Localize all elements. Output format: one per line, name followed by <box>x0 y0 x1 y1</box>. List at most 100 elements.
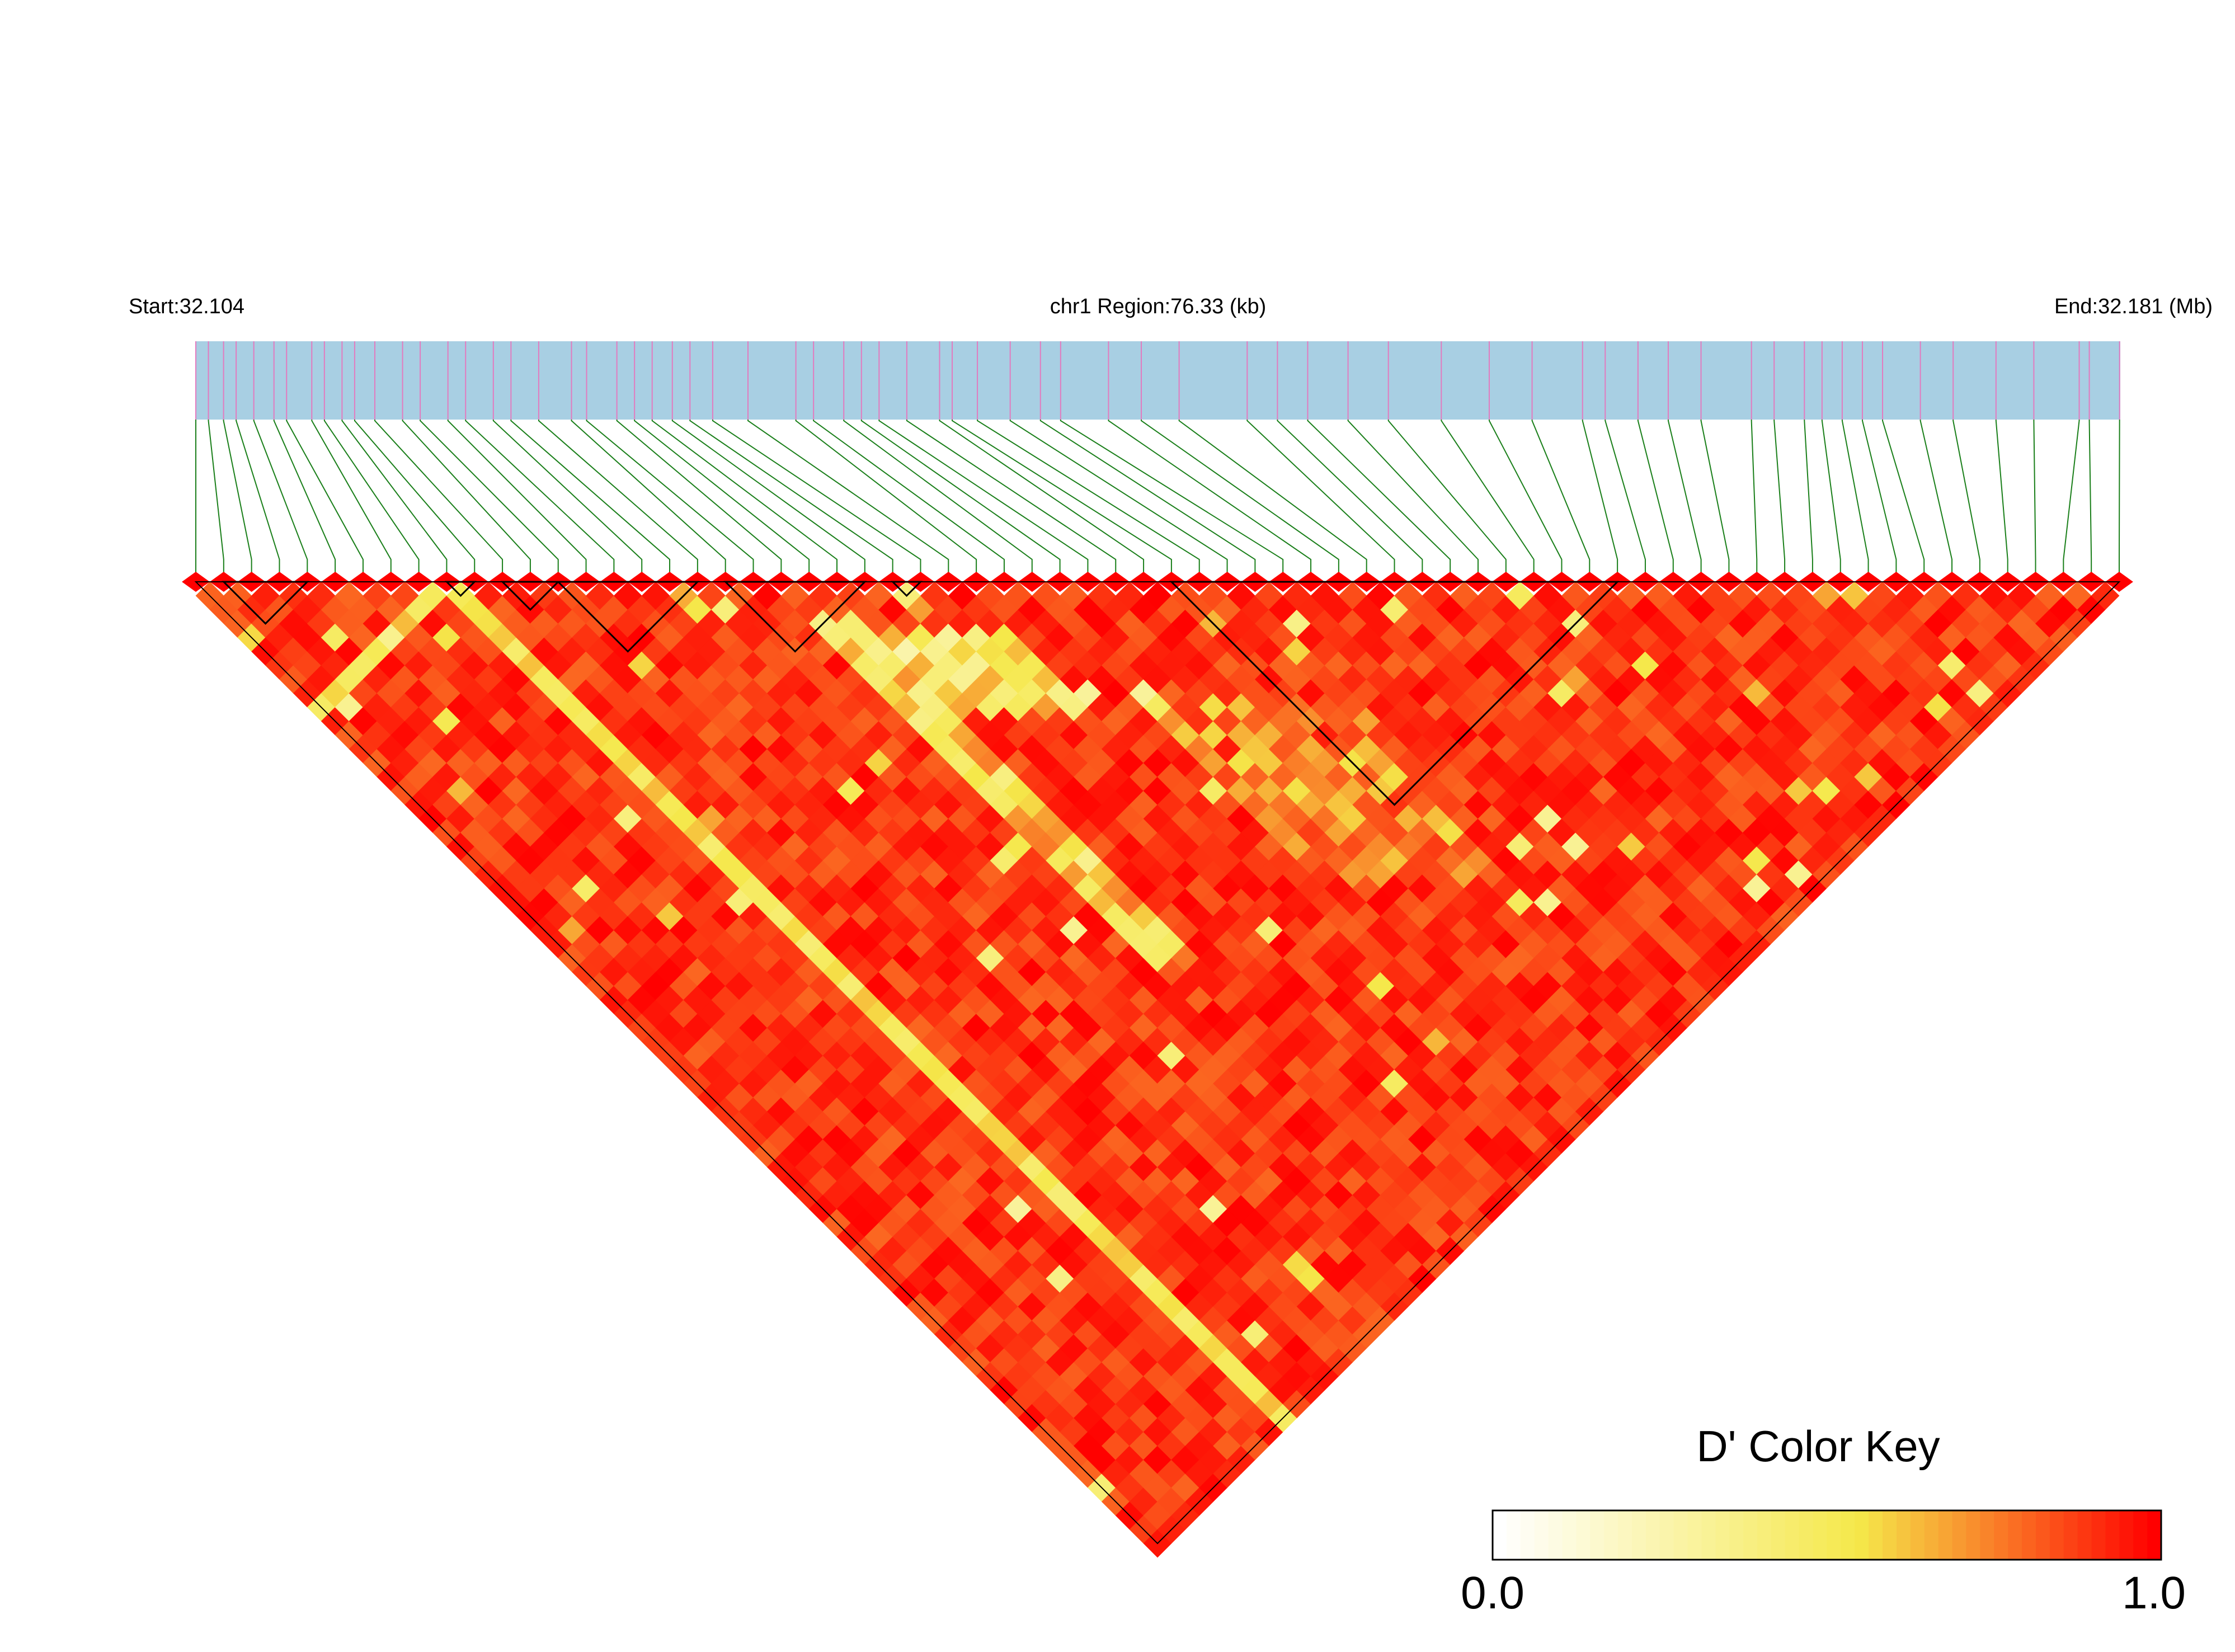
color-key-step <box>2049 1510 2064 1560</box>
color-key-step <box>1855 1510 1869 1560</box>
snp-connector-line <box>253 420 308 576</box>
snp-connector-line <box>906 420 1117 576</box>
snp-position-ticks <box>195 341 2120 420</box>
color-key-step <box>1813 1510 1827 1560</box>
snp-connector-line <box>447 420 587 576</box>
snp-connector-line <box>1009 420 1228 576</box>
snp-connector-line <box>571 420 726 576</box>
color-key-step <box>1673 1510 1688 1560</box>
color-key-step <box>1952 1510 1966 1560</box>
snp-connector-line <box>208 420 224 576</box>
snp-connector-line <box>1821 420 1841 576</box>
snp-connector-line <box>813 420 1005 576</box>
color-key-step <box>2022 1510 2036 1560</box>
color-key-border <box>1491 1509 2162 1561</box>
snp-connector-line <box>939 420 1145 576</box>
snp-connector-line <box>510 420 671 576</box>
color-key-step <box>1506 1510 1521 1560</box>
snp-connector-line <box>1605 420 1646 576</box>
color-key-step <box>1631 1510 1646 1560</box>
color-key-step <box>1562 1510 1577 1560</box>
snp-connector-line <box>689 420 893 576</box>
snp-connector-line <box>952 420 1172 576</box>
snp-connector-line <box>1995 420 2008 576</box>
snp-connector-line <box>2088 420 2092 576</box>
color-key-step <box>2035 1510 2050 1560</box>
color-key-step <box>2063 1510 2078 1560</box>
snp-connector-line <box>1841 420 1869 576</box>
color-key-step <box>1827 1510 1841 1560</box>
snp-connector-line <box>1700 420 1730 576</box>
color-key-step <box>1799 1510 1814 1560</box>
snp-connector-line <box>795 420 977 576</box>
snp-connector-line <box>1804 420 1813 576</box>
color-key-min-label: 0.0 <box>1461 1568 1524 1618</box>
snp-connector-line <box>2063 420 2080 576</box>
snp-connector-lines <box>195 420 2120 576</box>
color-key-max-label: 1.0 <box>2122 1568 2186 1618</box>
snp-connector-line <box>747 420 949 576</box>
color-key-step <box>2008 1510 2022 1560</box>
color-key-step <box>1534 1510 1549 1560</box>
color-key-step <box>1841 1510 1855 1560</box>
snp-connector-line <box>878 420 1089 576</box>
snp-connector-line <box>860 420 1061 576</box>
color-key-step <box>2147 1510 2162 1560</box>
snp-connector-line <box>2119 420 2120 576</box>
snp-connector-line <box>402 420 531 576</box>
color-key-step <box>1785 1510 1800 1560</box>
snp-connector-line <box>977 420 1200 576</box>
snp-connector-line <box>843 420 1033 576</box>
snp-connector-line <box>1387 420 1507 576</box>
snp-connector-line <box>1952 420 1980 576</box>
color-key-step <box>1576 1510 1591 1560</box>
color-key-step <box>1520 1510 1535 1560</box>
snp-connector-line <box>1246 420 1395 576</box>
ld-triangle-border <box>194 581 2121 1545</box>
snp-connector-line <box>1531 420 1591 576</box>
snp-position-track <box>196 341 2120 420</box>
region-title-label: chr1 Region:76.33 (kb) <box>1050 295 1267 318</box>
color-key-steps <box>1491 1509 2162 1561</box>
snp-connector-line <box>1751 420 1758 576</box>
snp-connector-line <box>651 420 837 576</box>
snp-connector-line <box>1277 420 1423 576</box>
snp-connector-line <box>323 420 420 576</box>
snp-connector-line <box>273 420 336 576</box>
snp-connector-line <box>1060 420 1284 576</box>
ld-heatmap-cells <box>195 581 2120 1558</box>
color-key-step <box>1924 1510 1939 1560</box>
snp-connector-line <box>1488 420 1563 576</box>
snp-connector-line <box>671 420 865 576</box>
snp-connector-line <box>492 420 643 576</box>
snp-connector-line <box>465 420 615 576</box>
snp-connector-line <box>1882 420 1925 576</box>
snp-connector-line <box>341 420 448 576</box>
snp-connector-line <box>1637 420 1674 576</box>
color-key-step <box>2133 1510 2148 1560</box>
color-key-step <box>1659 1510 1674 1560</box>
snp-connector-line <box>1307 420 1451 576</box>
color-key-step <box>1701 1510 1716 1560</box>
snp-connector-line <box>1667 420 1702 576</box>
color-key-step <box>1548 1510 1563 1560</box>
snp-connector-line <box>374 420 504 576</box>
color-key-step <box>1743 1510 1758 1560</box>
color-key-step <box>1938 1510 1953 1560</box>
snp-connector-line <box>1141 420 1339 576</box>
color-key-step <box>1896 1510 1911 1560</box>
snp-connector-line <box>236 420 280 576</box>
snp-connector-line <box>420 420 559 576</box>
color-key-step <box>1493 1510 1507 1560</box>
color-key-step <box>1715 1510 1730 1560</box>
color-key-step <box>1645 1510 1660 1560</box>
color-key-step <box>2119 1510 2134 1560</box>
snp-connector-line <box>354 420 476 576</box>
snp-connector-line <box>586 420 754 576</box>
snp-connector-line <box>1582 420 1618 576</box>
color-key-step <box>1604 1510 1618 1560</box>
snp-connector-line <box>223 420 252 576</box>
snp-connector-line <box>1773 420 1786 576</box>
snp-connector-line <box>616 420 782 576</box>
color-key-step <box>1771 1510 1786 1560</box>
